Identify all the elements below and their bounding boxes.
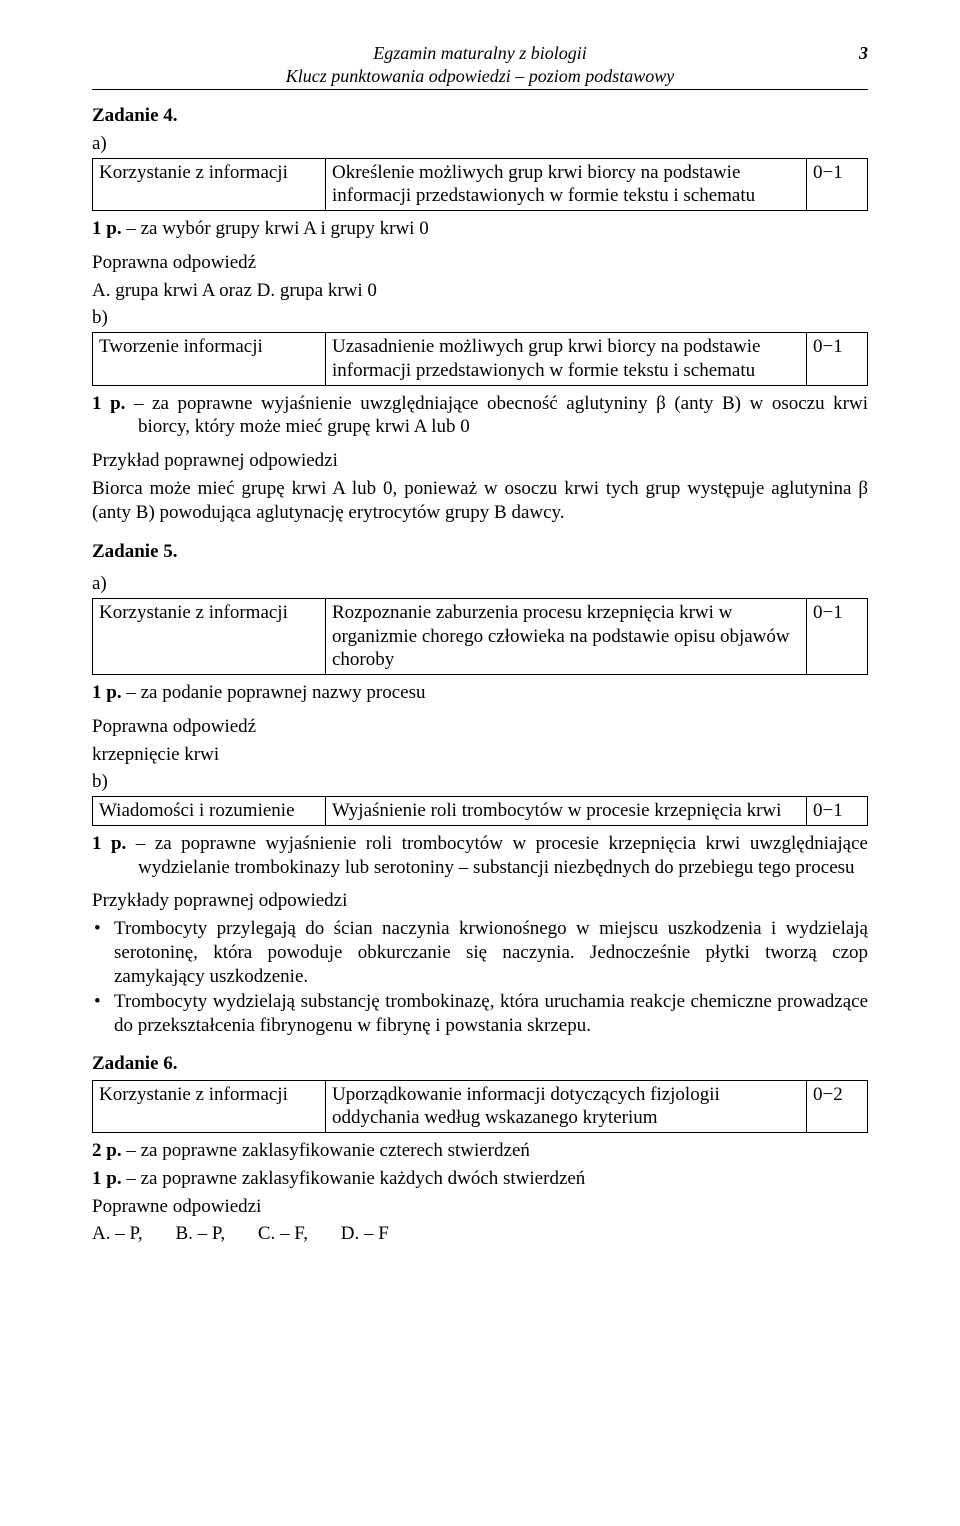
header-line-2: Klucz punktowania odpowiedzi – poziom po… — [92, 65, 868, 88]
task6-scoring-2p: 2 p. – za poprawne zaklasyfikowanie czte… — [92, 1139, 868, 1163]
table-cell: Korzystanie z informacji — [93, 598, 326, 674]
points: 1 p. — [92, 1168, 122, 1189]
points: 1 p. — [92, 218, 122, 239]
task5-a-table: Korzystanie z informacji Rozpoznanie zab… — [92, 598, 868, 675]
task5-b-scoring: 1 p. – za poprawne wyjaśnienie roli trom… — [92, 832, 868, 880]
task5-b-table: Wiadomości i rozumienie Wyjaśnienie roli… — [92, 796, 868, 826]
table-cell: Uzasadnienie możliwych grup krwi biorcy … — [326, 333, 807, 386]
task5-b-label: b) — [92, 770, 868, 794]
task6-answers: A. – P, B. – P, C. – F, D. – F — [92, 1222, 868, 1246]
table-cell: 0−1 — [807, 797, 868, 826]
scoring-text: – za poprawne wyjaśnienie uwzględniające… — [125, 393, 868, 438]
task4-a-scoring: 1 p. – za wybór grupy krwi A i grupy krw… — [92, 217, 868, 241]
answer-c: C. – F, — [258, 1222, 308, 1246]
table-cell: 0−1 — [807, 333, 868, 386]
task5-title: Zadanie 5. — [92, 540, 868, 564]
points: 1 p. — [92, 393, 125, 414]
task4-b-table: Tworzenie informacji Uzasadnienie możliw… — [92, 332, 868, 386]
task4-b-label: b) — [92, 306, 868, 330]
task4-a-label: a) — [92, 132, 868, 156]
page-header: Egzamin maturalny z biologii Klucz punkt… — [92, 42, 868, 90]
correct-answers-label: Poprawne odpowiedzi — [92, 1195, 868, 1219]
task6-scoring-1p: 1 p. – za poprawne zaklasyfikowanie każd… — [92, 1167, 868, 1191]
scoring-text: – za podanie poprawnej nazwy procesu — [122, 682, 426, 703]
task4-a-table: Korzystanie z informacji Określenie możl… — [92, 158, 868, 212]
task5-a-label: a) — [92, 572, 868, 596]
points: 2 p. — [92, 1140, 122, 1161]
task4-a-answer: A. grupa krwi A oraz D. grupa krwi 0 — [92, 279, 868, 303]
table-cell: Tworzenie informacji — [93, 333, 326, 386]
table-cell: Uporządkowanie informacji dotyczących fi… — [326, 1080, 807, 1133]
answer-a: A. – P, — [92, 1222, 143, 1246]
table-cell: Wyjaśnienie roli trombocytów w procesie … — [326, 797, 807, 826]
scoring-text: – za wybór grupy krwi A i grupy krwi 0 — [122, 218, 429, 239]
examples-label: Przykłady poprawnej odpowiedzi — [92, 889, 868, 913]
task5-b-bullets: Trombocyty przylegają do ścian naczynia … — [92, 917, 868, 1038]
table-cell: Korzystanie z informacji — [93, 1080, 326, 1133]
list-item: Trombocyty przylegają do ścian naczynia … — [92, 917, 868, 988]
scoring-text: – za poprawne zaklasyfikowanie czterech … — [122, 1140, 530, 1161]
example-label: Przykład poprawnej odpowiedzi — [92, 449, 868, 473]
task4-b-scoring: 1 p. – za poprawne wyjaśnienie uwzględni… — [92, 392, 868, 440]
answer-d: D. – F — [341, 1222, 389, 1246]
table-cell: Wiadomości i rozumienie — [93, 797, 326, 826]
correct-answer-label: Poprawna odpowiedź — [92, 251, 868, 275]
task4-title: Zadanie 4. — [92, 104, 868, 128]
answer-b: B. – P, — [175, 1222, 225, 1246]
table-cell: Określenie możliwych grup krwi biorcy na… — [326, 158, 807, 211]
list-item: Trombocyty wydzielają substancję trombok… — [92, 990, 868, 1038]
scoring-text: – za poprawne zaklasyfikowanie każdych d… — [122, 1168, 586, 1189]
task6-table: Korzystanie z informacji Uporządkowanie … — [92, 1080, 868, 1134]
task6-title: Zadanie 6. — [92, 1052, 868, 1076]
page: Egzamin maturalny z biologii Klucz punkt… — [0, 0, 960, 1526]
task5-a-answer: krzepnięcie krwi — [92, 743, 868, 767]
points: 1 p. — [92, 833, 126, 854]
correct-answer-label: Poprawna odpowiedź — [92, 715, 868, 739]
table-cell: Korzystanie z informacji — [93, 158, 326, 211]
table-cell: 0−1 — [807, 598, 868, 674]
table-cell: Rozpoznanie zaburzenia procesu krzepnięc… — [326, 598, 807, 674]
points: 1 p. — [92, 682, 122, 703]
page-number: 3 — [859, 42, 868, 65]
table-cell: 0−1 — [807, 158, 868, 211]
task4-b-example: Biorca może mieć grupę krwi A lub 0, pon… — [92, 477, 868, 525]
scoring-text: – za poprawne wyjaśnienie roli trombocyt… — [126, 833, 868, 878]
table-cell: 0−2 — [807, 1080, 868, 1133]
header-line-1: Egzamin maturalny z biologii — [92, 42, 868, 65]
task5-a-scoring: 1 p. – za podanie poprawnej nazwy proces… — [92, 681, 868, 705]
